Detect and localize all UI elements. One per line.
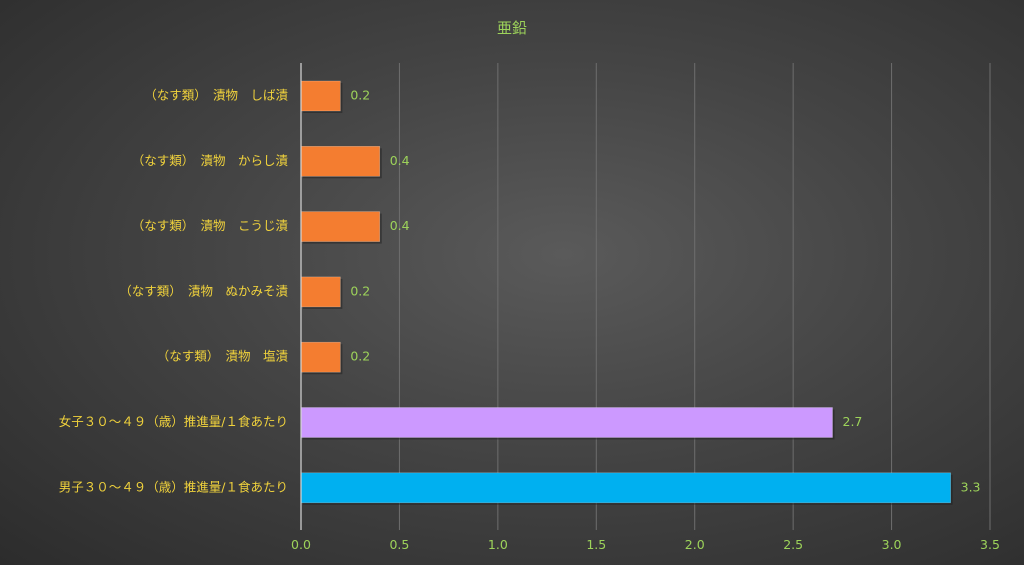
- x-tick-label: 3.5: [980, 537, 1000, 552]
- x-tick-label: 0.0: [291, 537, 311, 552]
- x-tick-labels: 0.0 0.5 1.0 1.5 2.0 2.5 3.0 3.5: [291, 537, 1000, 552]
- value-label: 0.4: [390, 153, 410, 168]
- value-label: 0.2: [350, 349, 370, 364]
- x-tick-label: 0.5: [389, 537, 409, 552]
- value-label: 2.7: [843, 414, 863, 429]
- x-tick-label: 2.0: [685, 537, 705, 552]
- bars: [300, 80, 953, 505]
- bar: [300, 407, 833, 438]
- value-label: 0.4: [390, 218, 410, 233]
- bar: [300, 341, 341, 373]
- x-tick-label: 3.0: [882, 537, 902, 552]
- x-tick-label: 1.0: [488, 537, 508, 552]
- bar: [300, 211, 381, 242]
- category-label: 女子３０～４９（歳）推進量/１食あたり: [59, 414, 288, 429]
- bar: [300, 146, 381, 177]
- chart-title: 亜鉛: [497, 19, 527, 37]
- category-labels: （なす類） 漬物 しば漬 （なす類） 漬物 からし漬 （なす類） 漬物 こうじ漬 （な…: [59, 88, 289, 495]
- bar: [300, 472, 951, 504]
- value-label: 0.2: [350, 283, 370, 298]
- value-label: 3.3: [961, 479, 981, 494]
- x-tick-label: 2.5: [783, 537, 803, 552]
- value-label: 0.2: [350, 88, 370, 103]
- category-label: （なす類） 漬物 こうじ漬: [132, 218, 289, 233]
- category-label: 男子３０～４９（歳）推進量/１食あたり: [59, 479, 288, 494]
- category-label: （なす類） 漬物 しば漬: [144, 88, 288, 103]
- bar: [300, 276, 341, 308]
- category-label: （なす類） 漬物 からし漬: [132, 153, 289, 168]
- category-label: （なす類） 漬物 ぬかみそ漬: [119, 283, 288, 298]
- value-labels: 0.2 0.4 0.4 0.2 0.2 2.7 3.3: [350, 88, 980, 495]
- bar: [300, 80, 341, 112]
- x-tick-label: 1.5: [586, 537, 606, 552]
- gridlines: [398, 63, 991, 530]
- category-label: （なす類） 漬物 塩漬: [157, 349, 289, 364]
